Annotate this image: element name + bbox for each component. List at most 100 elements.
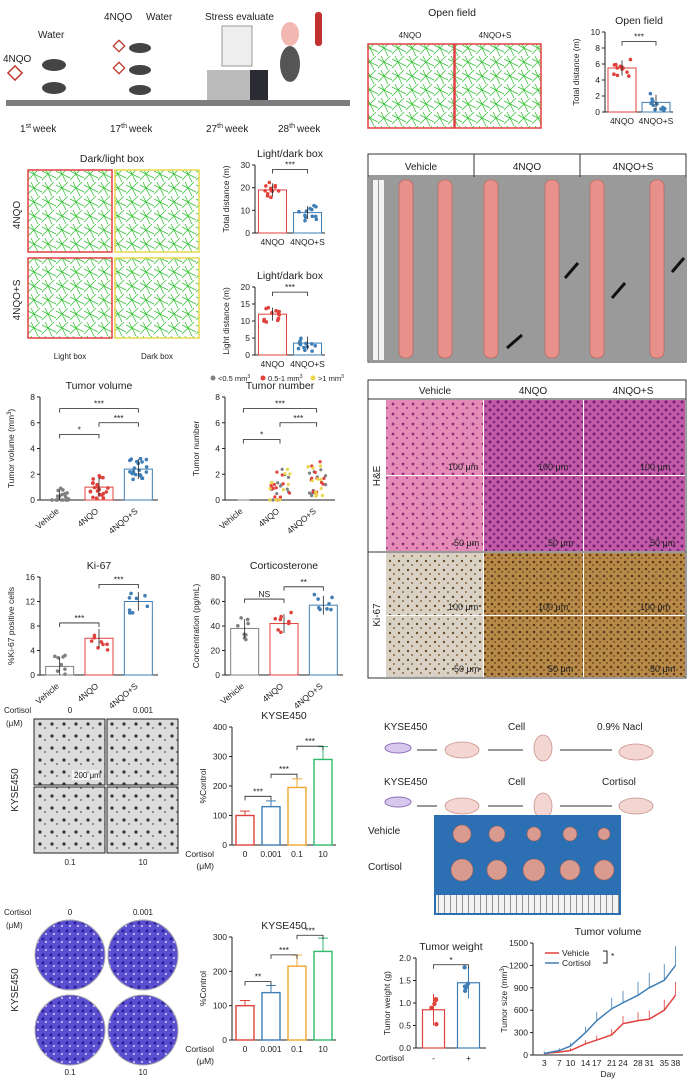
panel-e-light-distance-chart: 0 5 10 15 20 Light/dark box Light distance (m)…	[221, 270, 325, 369]
cortisol-row-label: Cortisol	[368, 862, 402, 873]
bar	[261, 805, 281, 846]
legend-label: <0.5 mm3	[218, 374, 250, 383]
sig-bracket	[272, 169, 308, 174]
sig-bracket	[59, 433, 100, 439]
data-point	[267, 180, 272, 185]
x-tick-label: 7	[557, 1058, 562, 1068]
data-point	[244, 637, 248, 642]
y-tick-label: 8	[595, 43, 600, 53]
data-point	[92, 633, 97, 638]
mice-icon	[42, 59, 66, 94]
data-point	[318, 460, 322, 464]
x-axis-label: Cortisol	[185, 849, 214, 859]
svg-text:10: 10	[139, 1068, 148, 1077]
data-point	[275, 470, 279, 474]
y-tick-label: 10	[241, 316, 251, 326]
y-tick-label: 400	[213, 722, 227, 732]
hist-row-ki67: Ki-67	[372, 603, 383, 627]
svg-text:Cell: Cell	[508, 722, 525, 733]
data-point	[106, 486, 110, 490]
svg-text:100 μm: 100 μm	[640, 602, 670, 612]
data-point	[262, 319, 266, 323]
data-point	[276, 316, 281, 321]
chart-title: Tumor volume	[66, 380, 133, 392]
x-tick-label: 0.1	[291, 849, 303, 859]
y-tick-label: 0	[595, 107, 600, 117]
data-point	[129, 591, 133, 596]
y-tick-label: 0	[523, 1050, 528, 1060]
y-tick-label: 1.0	[399, 998, 411, 1008]
data-point	[130, 611, 135, 615]
x-tick-label: Vehicle	[219, 681, 247, 706]
x-axis-unit: (μM)	[196, 1056, 214, 1066]
open-field-4nqo-trace	[367, 43, 455, 129]
panel-h-tumor-number-chart: 0 2 4 6 8 Tumor number Tumor number Vehicle 4NQO…	[191, 374, 344, 536]
dark-box-4nqo	[114, 169, 200, 253]
sig-bracket	[244, 981, 272, 986]
chart-title: KYSE450	[261, 920, 307, 932]
data-point	[274, 498, 278, 502]
y-axis-label: Tumor size (mm3)	[499, 965, 509, 1032]
data-point	[297, 209, 301, 214]
y-axis-label: Tumor volume (mm3)	[6, 409, 16, 489]
data-point	[101, 475, 105, 480]
data-point	[127, 611, 132, 615]
data-point	[271, 498, 275, 502]
data-point	[307, 491, 312, 495]
y-tick-label: 10	[591, 27, 601, 37]
dark-light-title: Dark/light box	[80, 153, 145, 165]
sig-label: *	[78, 424, 82, 434]
data-point	[319, 477, 323, 482]
data-point	[323, 474, 328, 478]
data-point	[296, 346, 301, 351]
sig-label: **	[255, 972, 262, 982]
y-tick-label: 2	[30, 469, 35, 479]
panel-f-esophagus-photos: Vehicle 4NQO 4NQO+S	[367, 153, 687, 363]
panel-n-xenograft: KYSE450 Cell 0.9% Nacl KYSE450 Cell Cort…	[368, 722, 654, 915]
x-tick-label: 28	[633, 1058, 643, 1068]
sig-label: **	[300, 577, 307, 587]
water2-label: Water	[146, 12, 173, 23]
data-point	[61, 498, 66, 502]
y-tick-label: 0	[30, 495, 35, 505]
panel-j-ki67-chart: 0 4 8 12 16 Ki-67 %Ki-67 positive cells Vehicle…	[6, 560, 158, 711]
open-field-4nqos-trace	[454, 43, 542, 129]
data-point	[144, 470, 149, 474]
data-point	[61, 655, 65, 659]
chart-title: Tumor weight	[419, 941, 482, 953]
sig-label: ***	[279, 945, 290, 955]
sig-label: ***	[74, 613, 85, 623]
y-tick-label: 0	[215, 495, 220, 505]
y-axis-label: %Control	[198, 768, 208, 803]
data-point	[273, 616, 278, 621]
y-tick-label: 40	[211, 621, 221, 631]
y-tick-label: 100	[213, 811, 227, 821]
data-point	[59, 662, 64, 667]
data-point	[288, 472, 292, 476]
chart-title: KYSE450	[261, 710, 307, 722]
esophagus-specimens	[398, 179, 665, 359]
data-point	[91, 480, 95, 485]
sig-label: NS	[258, 589, 270, 599]
data-point	[313, 214, 318, 219]
data-point	[285, 487, 289, 491]
sig-bracket	[242, 408, 318, 413]
data-point	[55, 669, 60, 673]
data-point	[306, 464, 310, 469]
data-point	[236, 624, 240, 628]
data-point	[289, 610, 293, 615]
data-point	[264, 184, 268, 188]
legend-label: >1 mm3	[318, 374, 344, 383]
bar	[313, 758, 333, 846]
x-tick-label: 4NQO	[260, 681, 285, 704]
legend-label: Cortisol	[562, 958, 591, 968]
x-tick-label: 0.001	[260, 1044, 282, 1054]
data-point	[303, 348, 307, 353]
data-point	[285, 467, 290, 471]
x-tick-label: -	[432, 1053, 435, 1063]
panel-g-tumor-volume-chart: 0 2 4 6 8 Tumor volume Tumor volume (mm3) Vehic…	[6, 380, 158, 536]
data-point	[278, 498, 282, 502]
data-point	[101, 491, 106, 496]
data-point	[278, 484, 283, 488]
